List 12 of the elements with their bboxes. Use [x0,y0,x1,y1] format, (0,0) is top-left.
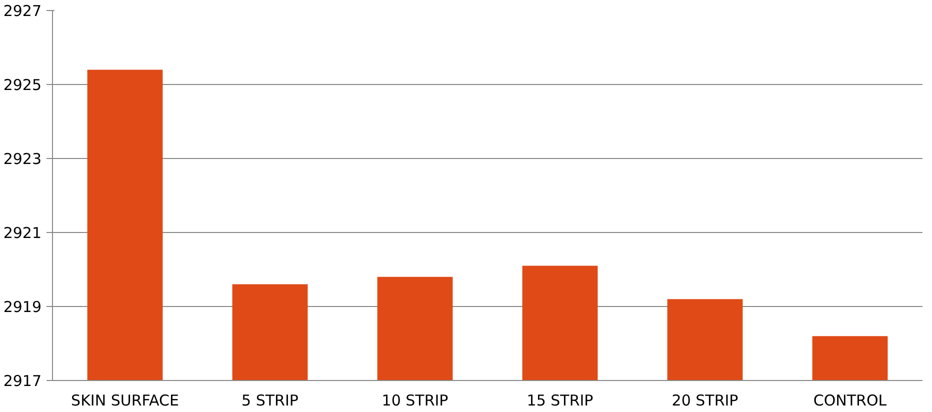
y-tick-label: 2919 [3,298,42,316]
y-tick-label: 2917 [3,372,42,390]
x-tick-label: 10 STRIP [382,392,448,410]
x-tick-label: CONTROL [813,392,888,410]
x-tick-label: 20 STRIP [672,392,738,410]
x-tick-label: SKIN SURFACE [71,392,179,410]
y-tick-label: 2923 [3,150,42,168]
x-tick-label: 15 STRIP [526,392,594,410]
y-tick-label: 2927 [3,2,42,20]
y-tick-label: 2925 [3,76,42,94]
y-tick-label: 2921 [3,224,42,242]
x-tick-label: 5 STRIP [242,392,298,410]
